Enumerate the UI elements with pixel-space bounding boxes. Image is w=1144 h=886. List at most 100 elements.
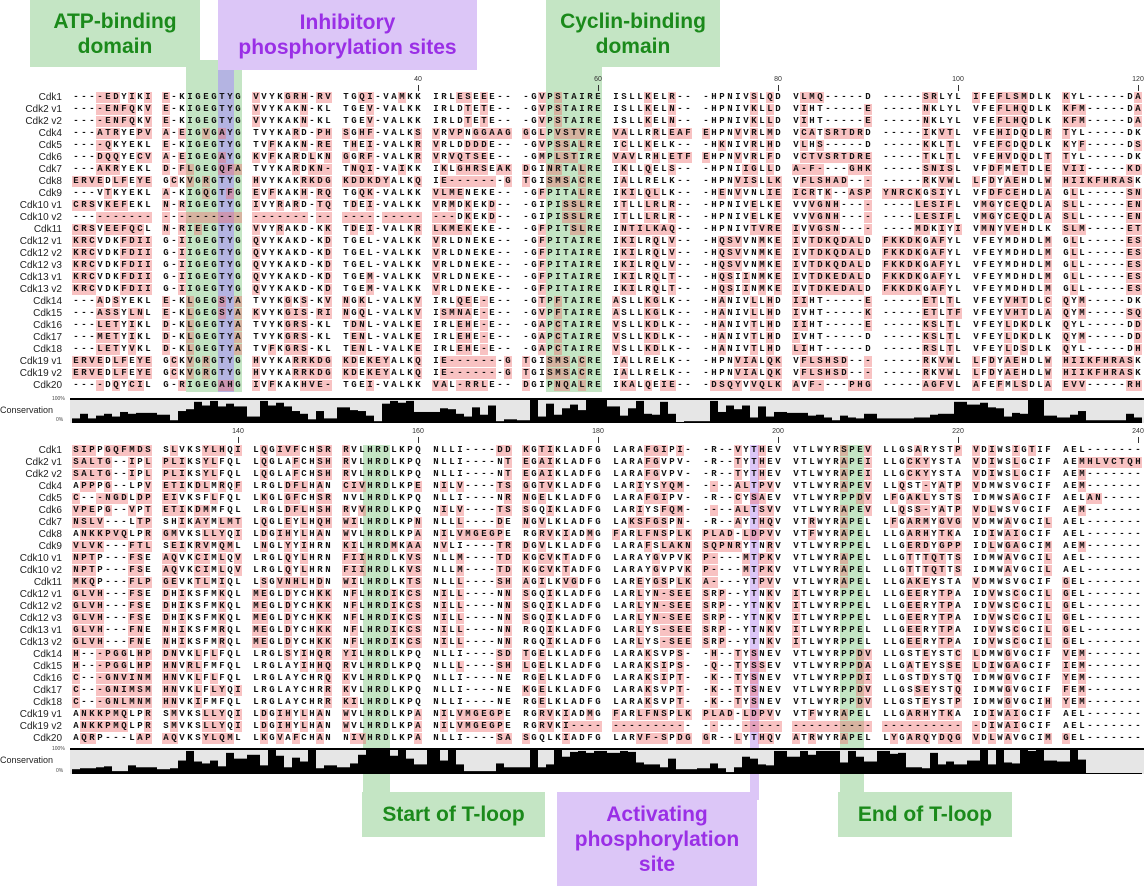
conservation-bar xyxy=(1126,413,1134,423)
residue-highlight xyxy=(342,368,350,379)
residue-highlight xyxy=(882,272,890,283)
residue-highlight xyxy=(546,176,554,187)
residue-highlight xyxy=(96,368,104,379)
residue-group: FARLFNSPLK xyxy=(613,529,694,539)
residue-highlight xyxy=(358,332,366,343)
residue-highlight xyxy=(546,356,554,367)
residue-group: AEL------- xyxy=(1063,721,1144,731)
residue-highlight xyxy=(930,164,938,175)
residue-highlight xyxy=(538,188,546,199)
conservation-bar xyxy=(268,750,276,774)
residue-highlight xyxy=(620,368,628,379)
residue-highlight xyxy=(864,296,872,307)
residue-highlight xyxy=(1110,457,1118,468)
residue-highlight xyxy=(1062,356,1070,367)
conservation-bar xyxy=(954,764,967,774)
residue-highlight xyxy=(554,332,562,343)
residue-highlight xyxy=(668,128,676,139)
residue-highlight xyxy=(824,224,832,235)
residue-highlight xyxy=(178,212,186,223)
residue-group: LDMWGVGCIF xyxy=(973,649,1054,659)
sequence-label: Cdk6 xyxy=(38,152,62,163)
residue-highlight xyxy=(800,164,808,175)
residue-highlight xyxy=(504,469,512,480)
residue-group: ASLLKGLK-- xyxy=(613,296,694,306)
residue-highlight xyxy=(80,236,88,247)
residue-highlight xyxy=(612,320,620,331)
residue-group: LRGLQYLHRN xyxy=(253,553,334,563)
residue-highlight xyxy=(202,481,210,492)
residue-highlight xyxy=(308,164,316,175)
residue-highlight xyxy=(906,469,914,480)
residue-highlight xyxy=(1102,176,1110,187)
residue-highlight xyxy=(292,320,300,331)
residue-highlight xyxy=(816,152,824,163)
conservation-bar xyxy=(530,400,538,423)
residue-highlight xyxy=(186,164,194,175)
residue-group: VII-----KD xyxy=(1063,164,1144,174)
residue-highlight xyxy=(218,128,226,139)
residue-highlight xyxy=(276,212,284,223)
conservation-bar xyxy=(456,764,464,774)
residue-group: LARAFGVPV- xyxy=(613,469,694,479)
residue-highlight xyxy=(808,200,816,211)
residue-group: QVYKAKD-KD xyxy=(253,272,334,282)
residue-highlight xyxy=(644,344,652,355)
residue-highlight xyxy=(914,469,922,480)
residue-group: YEM------- xyxy=(1063,697,1144,707)
sequence-label: Cdk2 v2 xyxy=(25,469,62,480)
residue-highlight xyxy=(766,344,774,355)
residue-highlight xyxy=(80,200,88,211)
residue-group: LARAFGIPI- xyxy=(613,445,694,455)
residue-group: SGQIKLADFG xyxy=(523,589,604,599)
residue-highlight xyxy=(562,176,570,187)
residue-highlight xyxy=(162,308,170,319)
residue-highlight xyxy=(202,457,210,468)
residue-group: DHIKSFMKQL xyxy=(163,589,244,599)
residue-highlight xyxy=(1086,368,1094,379)
residue-highlight xyxy=(374,356,382,367)
residue-highlight xyxy=(914,505,922,516)
residue-highlight xyxy=(1020,116,1028,127)
residue-group: LARLYN-SEE xyxy=(613,601,694,611)
residue-highlight xyxy=(578,164,586,175)
sequence-label: Cdk2 v1 xyxy=(25,457,62,468)
residue-group: KFM-----DA xyxy=(1063,116,1144,126)
residue-group: NLLL----SH xyxy=(433,577,514,587)
residue-highlight xyxy=(1078,505,1086,516)
residue-highlight xyxy=(864,212,872,223)
residue-highlight xyxy=(496,164,504,175)
residue-highlight xyxy=(554,104,562,115)
residue-highlight xyxy=(316,481,324,492)
residue-highlight xyxy=(112,320,120,331)
residue-highlight xyxy=(1062,380,1070,391)
residue-highlight xyxy=(750,224,758,235)
residue-highlight xyxy=(676,128,684,139)
residue-group: NFLHRDIKCS xyxy=(343,613,424,623)
residue-highlight xyxy=(316,368,324,379)
residue-highlight xyxy=(202,445,210,456)
residue-highlight xyxy=(864,176,872,187)
residue-highlight xyxy=(750,320,758,331)
residue-group: IRLQEE-E-- xyxy=(433,296,514,306)
residue-highlight xyxy=(562,356,570,367)
residue-highlight xyxy=(522,164,530,175)
residue-highlight xyxy=(324,493,332,504)
residue-highlight xyxy=(750,493,758,504)
residue-group: -K--TYSNEV xyxy=(703,685,784,695)
residue-highlight xyxy=(358,344,366,355)
residue-highlight xyxy=(914,188,922,199)
residue-highlight xyxy=(742,356,750,367)
residue-highlight xyxy=(824,200,832,211)
residue-highlight xyxy=(178,248,186,259)
residue-group: NFLHRDIKCS xyxy=(343,637,424,647)
residue-group: LKGLGFCHSR xyxy=(253,493,334,503)
residue-highlight xyxy=(750,92,758,103)
residue-highlight xyxy=(252,308,260,319)
residue-highlight xyxy=(308,152,316,163)
residue-highlight xyxy=(792,260,800,271)
residue-highlight xyxy=(1004,332,1012,343)
residue-highlight xyxy=(882,236,890,247)
sequence-label: Cdk12 v2 xyxy=(19,248,62,259)
residue-highlight xyxy=(292,308,300,319)
